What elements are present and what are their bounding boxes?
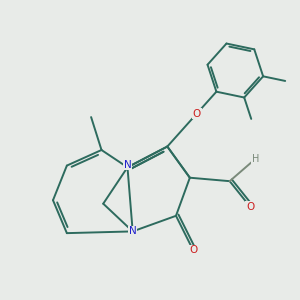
- Text: O: O: [193, 109, 201, 118]
- Text: O: O: [189, 245, 197, 256]
- Text: O: O: [246, 202, 255, 212]
- Text: H: H: [252, 154, 259, 164]
- Text: N: N: [124, 160, 131, 170]
- Text: N: N: [129, 226, 136, 236]
